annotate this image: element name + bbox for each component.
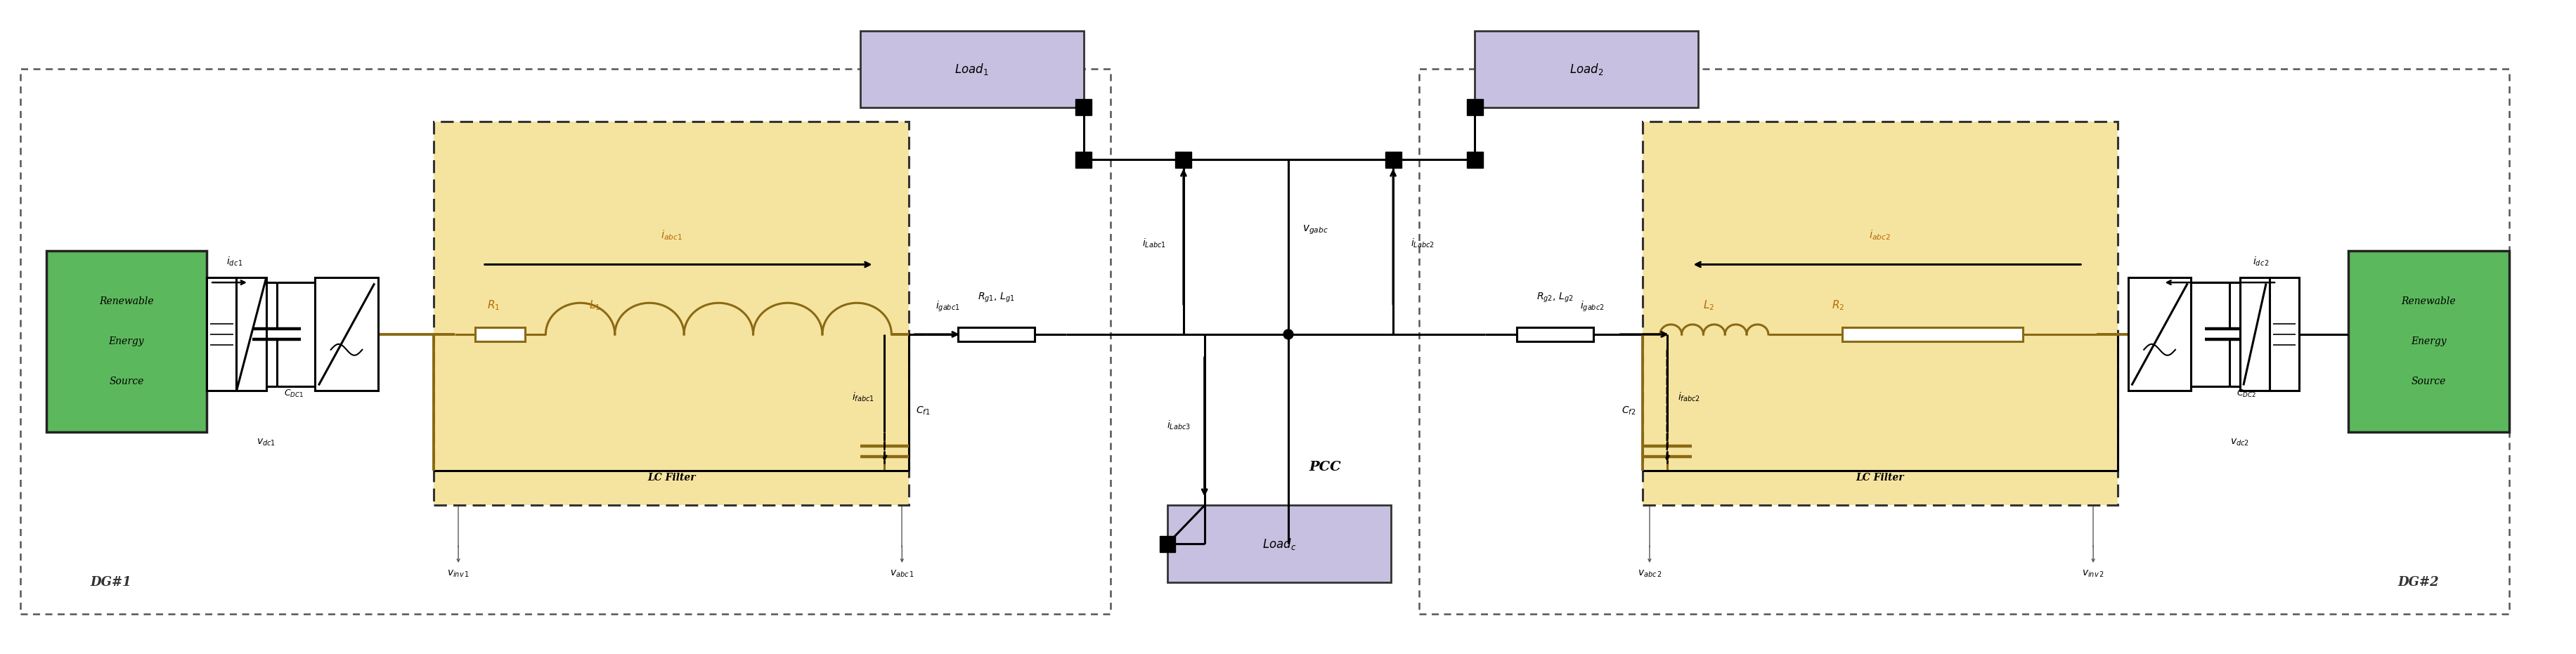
Text: Source: Source [108,376,144,386]
Text: $C_{DC2}$: $C_{DC2}$ [2236,388,2257,399]
Text: $v_{abc\,1}$: $v_{abc\,1}$ [889,569,914,579]
Bar [206,278,237,391]
Bar [1074,99,1092,115]
Text: Energy: Energy [2411,336,2445,346]
Text: PCC: PCC [1309,460,1342,473]
Bar [1419,69,2509,613]
Text: $i_{abc2}$: $i_{abc2}$ [1868,229,1891,242]
Bar [1386,152,1401,168]
Text: $i_{gabc1}$: $i_{gabc1}$ [935,300,958,313]
Text: Renewable: Renewable [2401,296,2455,306]
Text: DG#2: DG#2 [2398,576,2439,589]
Text: $v_{abc\,2}$: $v_{abc\,2}$ [1636,569,1662,579]
Bar [1167,506,1391,582]
Bar [1641,122,2117,506]
Text: $i_{dc\,1}$: $i_{dc\,1}$ [227,256,242,267]
Text: Energy: Energy [108,336,144,346]
Text: $L_2$: $L_2$ [1703,298,1713,311]
Bar [2239,278,2269,391]
Bar [474,328,526,341]
Bar [46,250,206,432]
Bar [1466,99,1484,115]
Bar [2347,250,2509,432]
Text: $Load_2$: $Load_2$ [1569,61,1602,77]
Text: $C_{f2}$: $C_{f2}$ [1620,405,1636,417]
Bar [1159,536,1175,552]
Bar [1842,328,2022,341]
Bar [1641,122,2117,506]
Text: $C_{DC1}$: $C_{DC1}$ [283,388,304,399]
Text: $v_{gabc}$: $v_{gabc}$ [1301,224,1327,236]
Bar [1473,31,1698,107]
Text: DG#1: DG#1 [90,576,131,589]
Text: $Load_1$: $Load_1$ [956,61,989,77]
Text: $R_{g2},\,L_{g2}$: $R_{g2},\,L_{g2}$ [1535,292,1574,305]
Bar [1466,152,1484,168]
Text: $R_2$: $R_2$ [1832,298,1844,311]
Text: $v_{inv\,1}$: $v_{inv\,1}$ [448,569,469,579]
Bar [433,122,909,506]
Text: $C_{f1}$: $C_{f1}$ [914,405,930,417]
Text: $L_1$: $L_1$ [590,298,600,311]
Bar [2128,278,2190,391]
Bar [1175,152,1190,168]
Text: LC Filter: LC Filter [1855,473,1904,483]
Text: Renewable: Renewable [98,296,155,306]
Bar [1517,328,1592,341]
Circle shape [1283,330,1293,339]
Text: $i_{gabc2}$: $i_{gabc2}$ [1579,300,1605,313]
Text: $i_{Labc1}$: $i_{Labc1}$ [1141,237,1167,250]
Text: $i_{Labc3}$: $i_{Labc3}$ [1167,419,1190,431]
Bar [433,122,909,506]
Text: $v_{dc1}$: $v_{dc1}$ [258,438,276,447]
Text: $i_{Labc2}$: $i_{Labc2}$ [1409,237,1435,250]
Text: $R_1$: $R_1$ [487,298,500,311]
Bar [2269,278,2298,391]
Bar [958,328,1036,341]
Text: $i_{dc\,2}$: $i_{dc\,2}$ [2251,256,2269,267]
Bar [237,278,265,391]
Bar [860,31,1084,107]
Text: LC Filter: LC Filter [647,473,696,483]
Bar [314,278,379,391]
Text: $Load_c$: $Load_c$ [1262,536,1296,551]
Text: $i_{abc1}$: $i_{abc1}$ [659,229,683,242]
Text: $R_{g1},\,L_{g1}$: $R_{g1},\,L_{g1}$ [976,292,1015,305]
Bar [21,69,1110,613]
Text: $v_{dc2}$: $v_{dc2}$ [2231,438,2249,447]
Text: $v_{inv\,2}$: $v_{inv\,2}$ [2081,569,2105,579]
Bar [1074,152,1092,168]
Text: $i_{fabc2}$: $i_{fabc2}$ [1677,391,1700,404]
Text: $i_{fabc1}$: $i_{fabc1}$ [850,391,873,404]
Text: Source: Source [2411,376,2445,386]
